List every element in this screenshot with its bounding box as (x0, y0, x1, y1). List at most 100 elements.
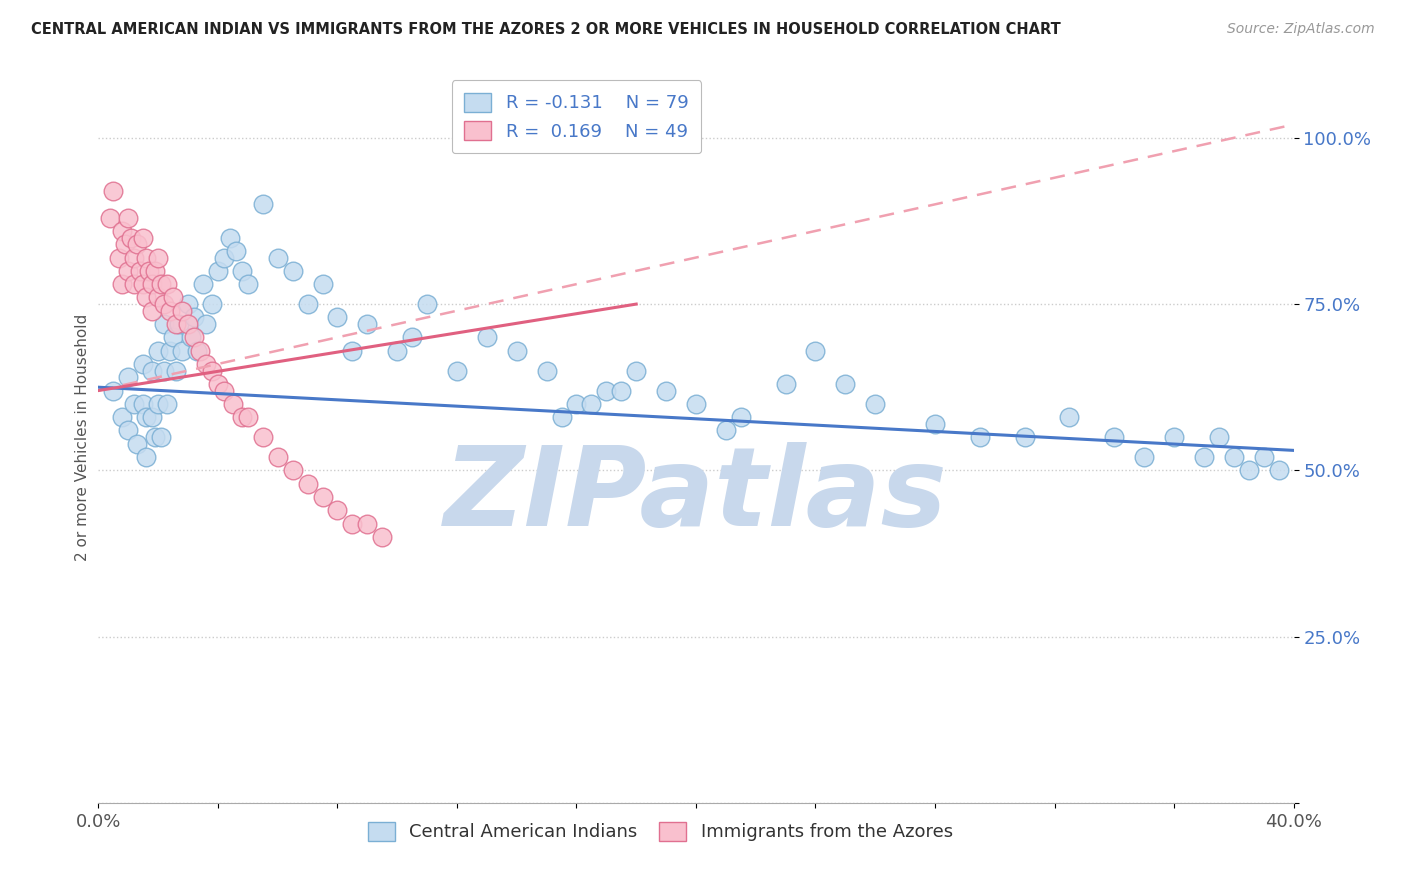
Point (183, 330, 205, 344)
Point (207, 376, 229, 391)
Point (103, 384, 125, 398)
Point (281, 463, 304, 477)
Point (148, 251, 170, 265)
Point (212, 384, 235, 398)
Point (180, 330, 202, 344)
Point (117, 264, 139, 278)
Point (141, 277, 163, 292)
Point (98, 211, 122, 225)
Point (183, 310, 205, 325)
Point (148, 343, 170, 358)
Point (252, 197, 274, 211)
Point (177, 317, 200, 331)
Point (114, 237, 136, 252)
Text: ZIPatlas: ZIPatlas (444, 442, 948, 549)
Point (1253, 450, 1275, 464)
Point (342, 343, 364, 358)
Point (804, 343, 827, 358)
Point (188, 343, 211, 358)
Point (191, 277, 214, 292)
Point (371, 530, 394, 544)
Point (153, 317, 176, 331)
Point (111, 410, 134, 425)
Point (162, 290, 184, 304)
Point (231, 410, 253, 425)
Point (1192, 450, 1215, 464)
Point (156, 397, 179, 411)
Point (124, 251, 146, 265)
Point (267, 450, 290, 464)
Point (326, 310, 349, 325)
Point (135, 450, 157, 464)
Point (225, 244, 247, 258)
Point (120, 230, 142, 244)
Point (536, 363, 558, 377)
Point (143, 430, 166, 444)
Point (159, 303, 181, 318)
Point (446, 363, 468, 377)
Point (356, 317, 378, 331)
Point (924, 417, 946, 431)
Point (1104, 430, 1126, 444)
Point (132, 397, 155, 411)
Point (138, 264, 160, 278)
Point (1267, 463, 1289, 477)
Point (326, 503, 349, 517)
Point (865, 397, 887, 411)
Point (595, 384, 617, 398)
Point (135, 410, 157, 425)
Point (401, 330, 423, 344)
Point (129, 264, 152, 278)
Point (167, 317, 190, 331)
Point (162, 330, 184, 344)
Point (165, 363, 187, 377)
Point (148, 290, 170, 304)
Point (475, 330, 498, 344)
Point (132, 277, 155, 292)
Point (356, 516, 378, 531)
Point (111, 277, 134, 292)
Point (153, 363, 176, 377)
Point (1208, 430, 1230, 444)
Point (219, 230, 242, 244)
Point (267, 251, 290, 265)
Legend: Central American Indians, Immigrants from the Azores: Central American Indians, Immigrants fro… (360, 814, 960, 848)
Point (135, 290, 157, 304)
Point (969, 430, 991, 444)
Point (655, 384, 678, 398)
Point (195, 317, 218, 331)
Point (150, 430, 173, 444)
Point (143, 264, 166, 278)
Point (236, 277, 259, 292)
Point (506, 343, 529, 358)
Point (156, 277, 179, 292)
Point (1163, 430, 1185, 444)
Point (165, 317, 187, 331)
Point (1133, 450, 1156, 464)
Point (124, 277, 146, 292)
Point (195, 357, 218, 371)
Point (207, 264, 229, 278)
Point (124, 397, 146, 411)
Point (172, 343, 194, 358)
Point (117, 211, 139, 225)
Point (252, 430, 274, 444)
Y-axis label: 2 or more Vehicles in Household: 2 or more Vehicles in Household (75, 313, 90, 561)
Point (714, 424, 737, 438)
Text: Source: ZipAtlas.com: Source: ZipAtlas.com (1227, 22, 1375, 37)
Point (281, 264, 304, 278)
Point (153, 297, 176, 311)
Point (1059, 410, 1081, 425)
Point (111, 224, 134, 238)
Point (311, 490, 333, 504)
Point (311, 277, 333, 292)
Point (117, 424, 139, 438)
Point (212, 251, 235, 265)
Point (231, 264, 253, 278)
Point (416, 297, 439, 311)
Point (108, 251, 131, 265)
Point (626, 363, 648, 377)
Point (135, 251, 157, 265)
Point (201, 363, 224, 377)
Point (385, 343, 409, 358)
